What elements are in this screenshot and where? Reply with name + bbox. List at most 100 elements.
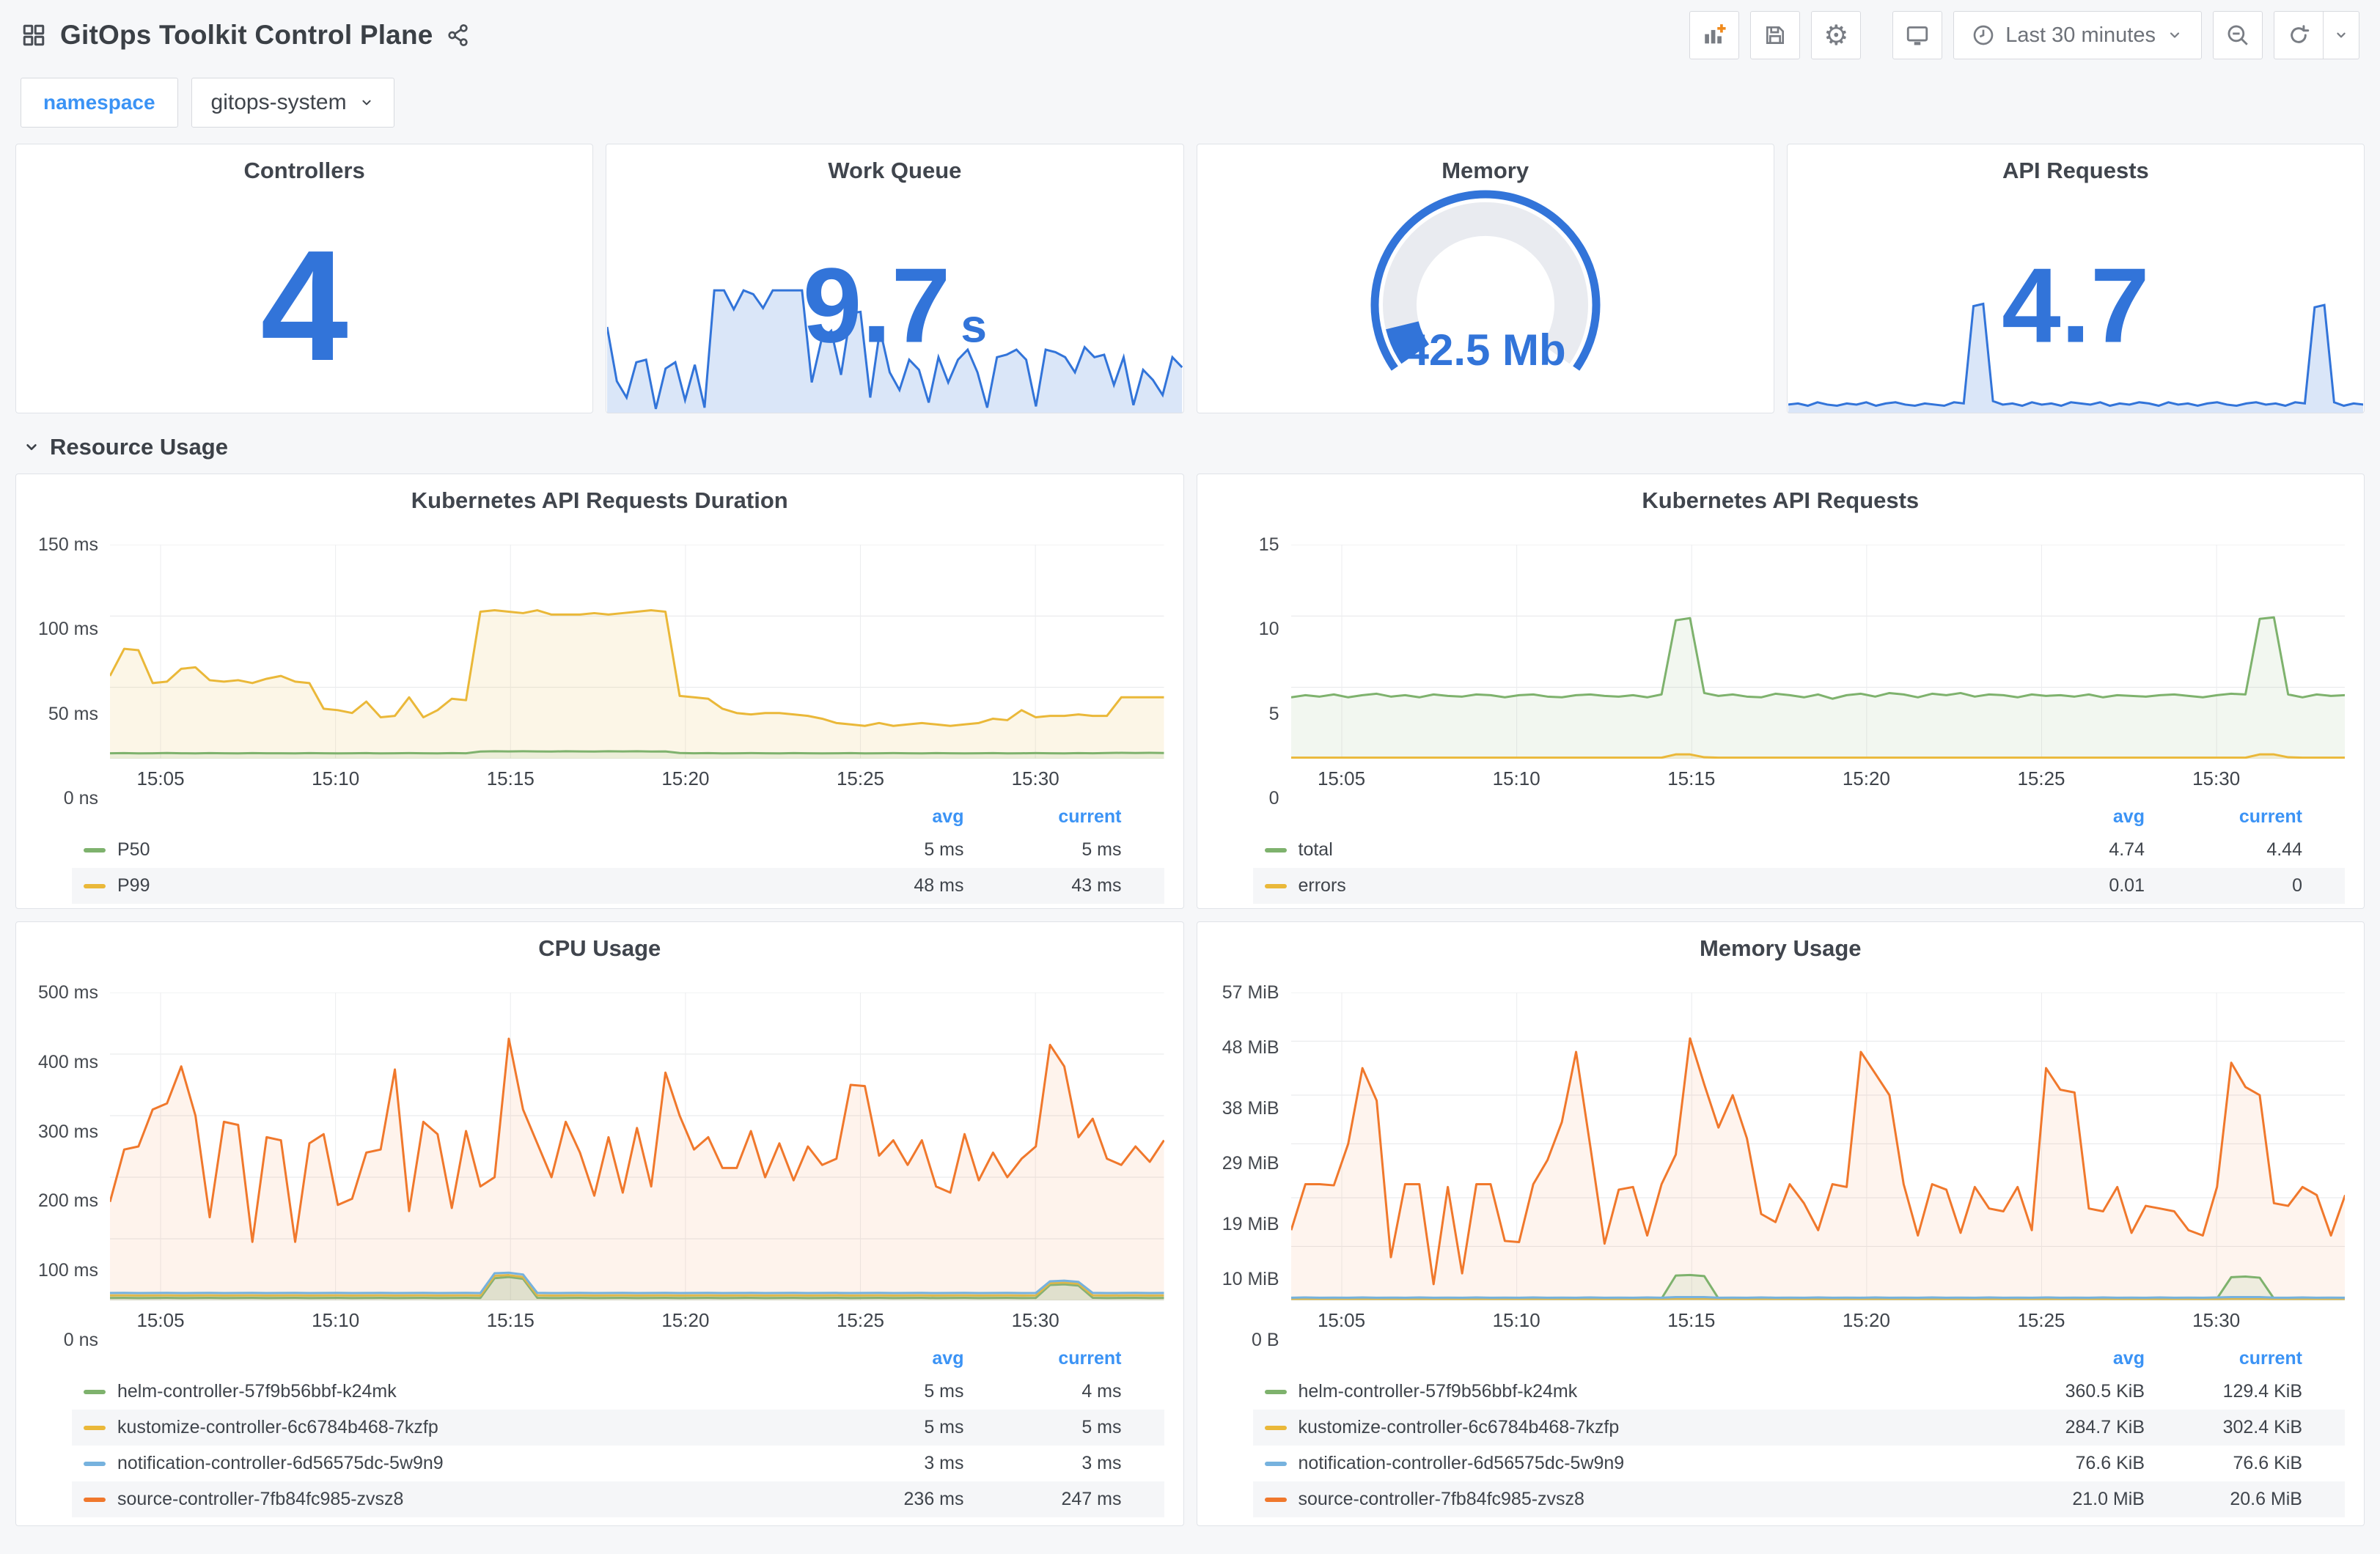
series-current-value: 5 ms <box>1081 839 1122 860</box>
series-name[interactable]: source-controller-7fb84fc985-zvsz8 <box>1298 1489 1584 1509</box>
settings-button[interactable]: ⚙ <box>1811 11 1862 59</box>
refresh-button[interactable] <box>2274 11 2324 59</box>
series-name[interactable]: kustomize-controller-6c6784b468-7kzfp <box>1298 1417 1620 1437</box>
gear-icon: ⚙ <box>1823 19 1849 51</box>
y-tick-label: 57 MiB <box>1222 982 1279 1003</box>
legend-row: errors 0.01 0 <box>1252 868 2345 904</box>
legend-col-current[interactable]: current <box>2238 1347 2302 1369</box>
series-name[interactable]: notification-controller-6d56575dc-5w9n9 <box>117 1453 444 1473</box>
legend-col-avg[interactable]: avg <box>932 806 964 827</box>
x-tick-label: 15:15 <box>1667 1309 1716 1331</box>
y-axis: 0 B 10 MiB 19 MiB 29 MiB 38 MiB 48 MiB 57 MiB <box>1205 982 1291 1350</box>
x-tick-label: 15:25 <box>2017 767 2065 789</box>
x-tick-label: 15:05 <box>1317 1309 1366 1331</box>
series-color-dash <box>1264 847 1287 853</box>
panel-title[interactable]: Memory <box>1441 158 1529 183</box>
series-avg-value: 21.0 MiB <box>2072 1489 2145 1509</box>
x-tick-label: 15:20 <box>1842 1309 1890 1331</box>
legend-col-avg[interactable]: avg <box>2112 806 2145 827</box>
series-color-dash <box>84 847 106 853</box>
x-axis: 15:05 15:10 15:15 15:20 15:25 15:30 <box>1291 1300 2346 1340</box>
caret-down-icon <box>2166 26 2183 44</box>
panel-title[interactable]: API Requests <box>2002 158 2149 183</box>
section-title: Resource Usage <box>50 434 228 460</box>
apps-grid-icon[interactable] <box>21 22 47 48</box>
series-current-value: 0 <box>2292 875 2302 896</box>
cycle-view-button[interactable] <box>1892 11 1943 59</box>
series-current-value: 247 ms <box>1061 1489 1122 1509</box>
legend-col-avg[interactable]: avg <box>2112 1347 2145 1369</box>
legend-row: notification-controller-6d56575dc-5w9n9 3… <box>72 1446 1164 1481</box>
series-current-value: 4 ms <box>1081 1381 1122 1402</box>
y-tick-label: 200 ms <box>38 1190 98 1212</box>
share-icon[interactable] <box>447 23 470 47</box>
plot-area[interactable] <box>110 545 1164 759</box>
stat-unit: s <box>961 299 987 353</box>
x-tick-label: 15:10 <box>312 1309 360 1331</box>
time-range-picker[interactable]: Last 30 minutes <box>1953 11 2202 59</box>
series-name[interactable]: helm-controller-57f9b56bbf-k24mk <box>1298 1381 1578 1402</box>
y-tick-label: 50 ms <box>48 703 98 724</box>
plot-area[interactable] <box>1290 545 2345 759</box>
legend-header: avg current <box>72 801 1164 832</box>
series-avg-value: 48 ms <box>914 875 964 896</box>
legend: avg current total 4.74 4.44 errors 0.01 0 <box>1205 798 2345 904</box>
y-tick-label: 0 ns <box>63 1330 98 1350</box>
panel-kubernetes-api-requests: Kubernetes API Requests 0 5 10 15 15:05 15:10 1… <box>1196 474 2365 909</box>
series-color-dash <box>1264 1425 1287 1430</box>
panel-api-requests-duration: Kubernetes API Requests Duration 0 ns 50 m… <box>15 474 1184 909</box>
series-current-value: 76.6 KiB <box>2233 1453 2302 1473</box>
panel-title[interactable]: Work Queue <box>828 158 962 183</box>
panel-title[interactable]: Kubernetes API Requests Duration <box>411 487 788 513</box>
panel-title[interactable]: Controllers <box>243 158 365 183</box>
variable-value-select[interactable]: gitops-system <box>191 78 394 128</box>
panel-title[interactable]: Kubernetes API Requests <box>1642 487 1920 513</box>
legend: avg current helm-controller-57f9b56bbf-k24… <box>1205 1340 2345 1517</box>
x-axis: 15:05 15:10 15:15 15:20 15:25 15:30 <box>110 759 1164 798</box>
legend-col-current[interactable]: current <box>1058 1347 1122 1369</box>
series-avg-value: 4.74 <box>2109 839 2145 860</box>
navbar-actions: ⚙ Last 30 minutes <box>1689 11 2359 59</box>
legend-col-current[interactable]: current <box>2238 806 2302 827</box>
series-color-dash <box>1264 1461 1287 1466</box>
plot-area[interactable] <box>110 993 1164 1300</box>
series-current-value: 4.44 <box>2266 839 2302 860</box>
panel-title[interactable]: CPU Usage <box>538 935 661 961</box>
series-name[interactable]: P99 <box>117 875 150 896</box>
series-name[interactable]: source-controller-7fb84fc985-zvsz8 <box>117 1489 404 1509</box>
refresh-split-button <box>2274 11 2359 59</box>
series-name[interactable]: kustomize-controller-6c6784b468-7kzfp <box>117 1417 438 1437</box>
x-tick-label: 15:30 <box>2192 767 2241 789</box>
refresh-interval-button[interactable] <box>2324 11 2359 59</box>
plot-area[interactable] <box>1290 993 2345 1300</box>
graph-body: 0 B 10 MiB 19 MiB 29 MiB 38 MiB 48 MiB 57 MiB 1… <box>1197 972 2365 1350</box>
navbar-left: GitOps Toolkit Control Plane <box>21 20 470 51</box>
series-avg-value: 236 ms <box>903 1489 964 1509</box>
series-name[interactable]: total <box>1298 839 1333 860</box>
gauge-value: 42.5 Mb <box>1404 325 1566 375</box>
legend-row: helm-controller-57f9b56bbf-k24mk 5 ms 4 ms <box>72 1374 1164 1410</box>
variables-submenu: namespace gitops-system <box>0 70 2380 144</box>
y-tick-label: 10 <box>1258 619 1279 640</box>
series-name[interactable]: helm-controller-57f9b56bbf-k24mk <box>117 1381 397 1402</box>
section-resource-usage[interactable]: Resource Usage <box>0 413 2380 474</box>
panel-memory-gauge: Memory 42.5 Mb <box>1196 144 1774 413</box>
series-name[interactable]: errors <box>1298 875 1346 896</box>
add-panel-button[interactable] <box>1689 11 1740 59</box>
save-button[interactable] <box>1750 11 1801 59</box>
series-current-value: 129.4 KiB <box>2222 1381 2302 1402</box>
series-avg-value: 284.7 KiB <box>2065 1417 2145 1437</box>
y-axis: 0 5 10 15 <box>1205 534 1291 809</box>
zoom-out-button[interactable] <box>2213 11 2263 59</box>
legend-col-avg[interactable]: avg <box>932 1347 964 1369</box>
x-tick-label: 15:05 <box>136 767 185 789</box>
series-avg-value: 3 ms <box>924 1453 964 1473</box>
clock-icon <box>1972 23 1995 47</box>
y-tick-label: 38 MiB <box>1222 1097 1279 1119</box>
series-name[interactable]: P50 <box>117 839 150 860</box>
legend-row: source-controller-7fb84fc985-zvsz8 236 ms… <box>72 1481 1164 1517</box>
y-tick-label: 5 <box>1268 703 1279 724</box>
panel-title[interactable]: Memory Usage <box>1699 935 1862 961</box>
legend-col-current[interactable]: current <box>1058 806 1122 827</box>
series-name[interactable]: notification-controller-6d56575dc-5w9n9 <box>1298 1453 1625 1473</box>
